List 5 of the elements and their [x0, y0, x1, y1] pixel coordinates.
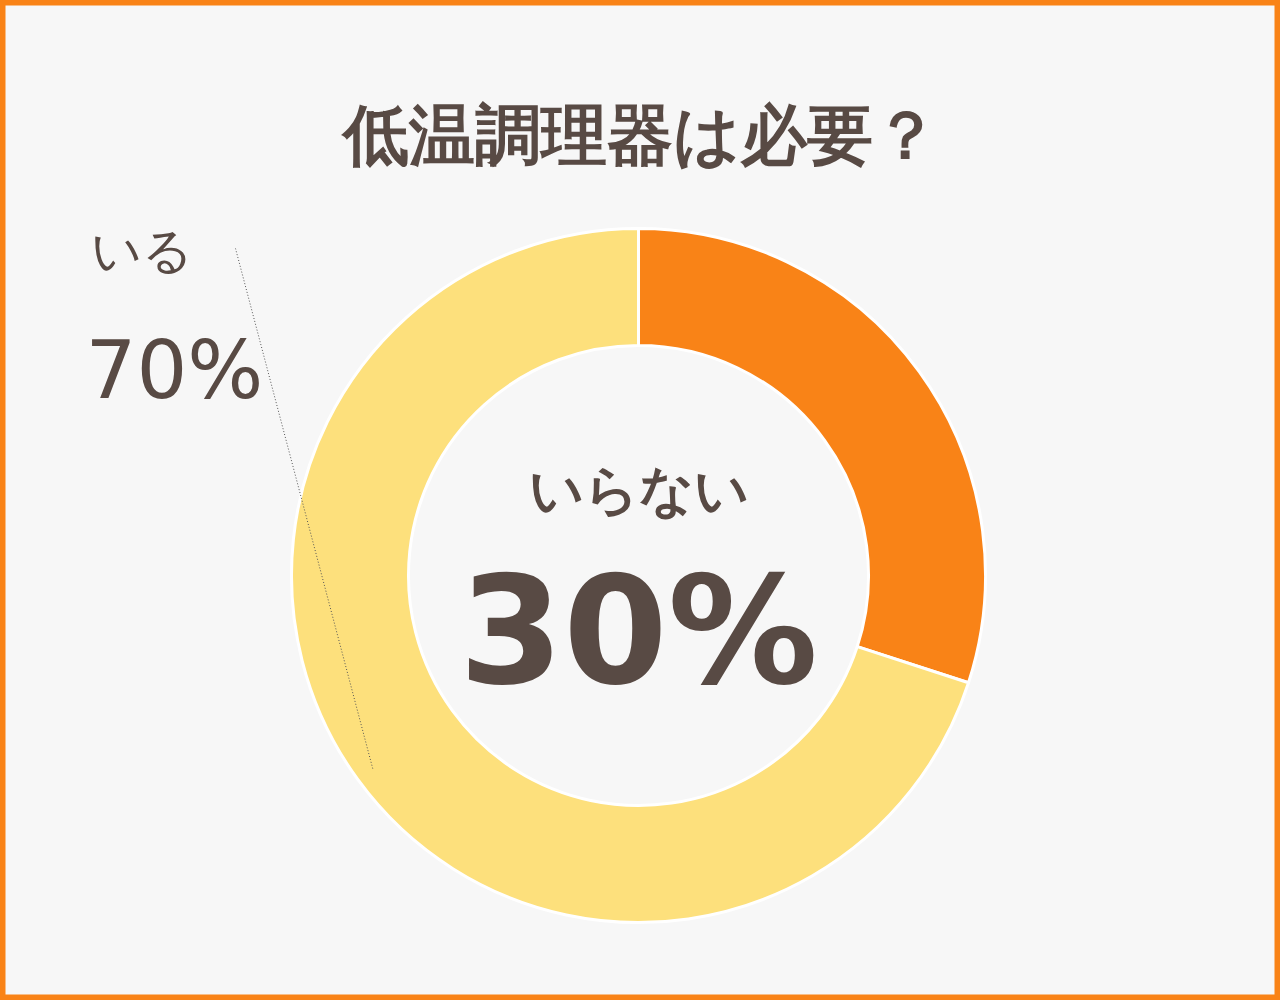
chart-title: 低温調理器は必要？	[340, 97, 939, 174]
slice-label: いる	[90, 221, 193, 280]
slice-label: いらない	[528, 459, 749, 522]
data-label: 30%	[458, 543, 819, 718]
data-label: 70%	[85, 324, 264, 417]
